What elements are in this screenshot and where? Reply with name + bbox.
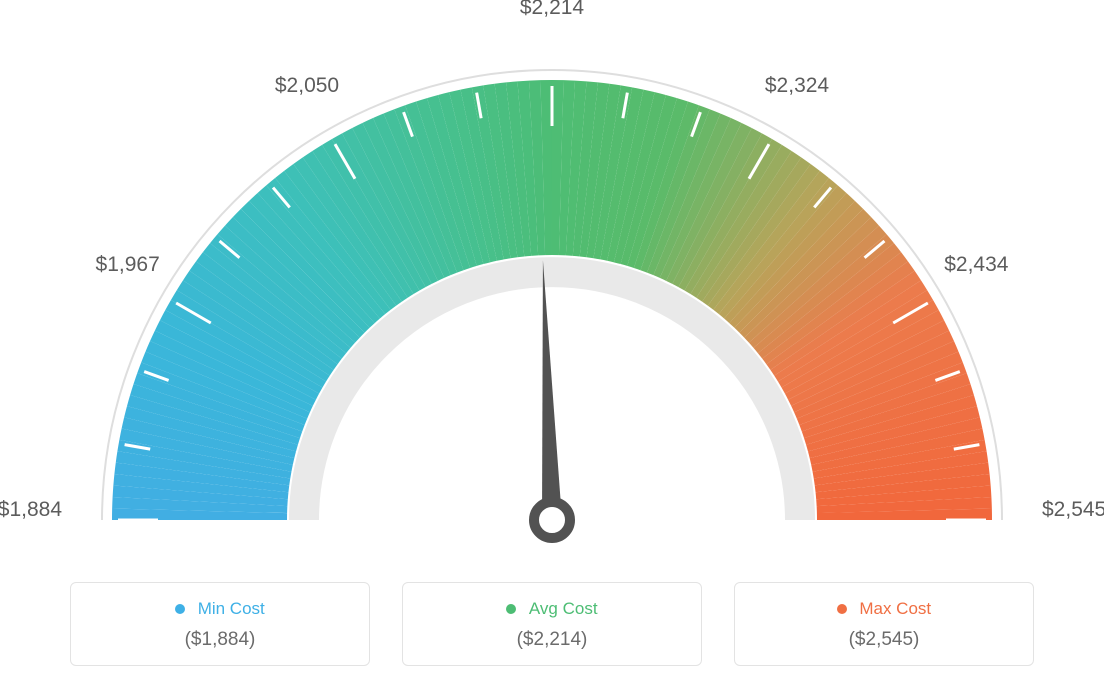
avg-cost-label: Avg Cost — [529, 599, 598, 618]
avg-dot-icon — [506, 604, 516, 614]
cost-gauge-chart — [0, 10, 1104, 570]
max-cost-card: Max Cost ($2,545) — [734, 582, 1034, 666]
min-cost-value: ($1,884) — [71, 629, 369, 651]
min-dot-icon — [175, 604, 185, 614]
max-cost-label: Max Cost — [859, 599, 931, 618]
gauge-container — [0, 10, 1104, 570]
gauge-tick-label: $1,967 — [96, 253, 160, 277]
gauge-tick-label: $2,324 — [765, 74, 829, 98]
gauge-tick-label: $1,884 — [0, 498, 62, 522]
gauge-tick-label: $2,214 — [520, 0, 584, 20]
max-dot-icon — [837, 604, 847, 614]
summary-cards-row: Min Cost ($1,884) Avg Cost ($2,214) Max … — [0, 582, 1104, 666]
gauge-tick-label: $2,545 — [1042, 498, 1104, 522]
gauge-tick-label: $2,050 — [275, 74, 339, 98]
min-cost-card: Min Cost ($1,884) — [70, 582, 370, 666]
gauge-tick-label: $2,434 — [944, 253, 1008, 277]
max-cost-value: ($2,545) — [735, 629, 1033, 651]
avg-cost-value: ($2,214) — [403, 629, 701, 651]
min-cost-label: Min Cost — [198, 599, 265, 618]
avg-cost-card: Avg Cost ($2,214) — [402, 582, 702, 666]
